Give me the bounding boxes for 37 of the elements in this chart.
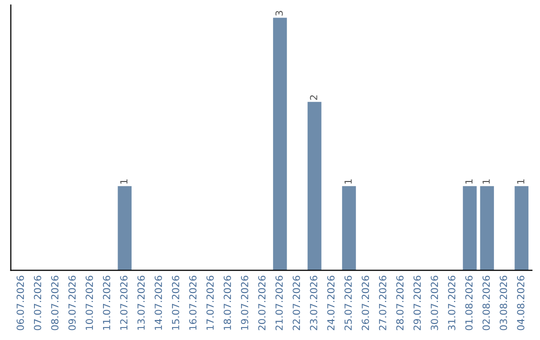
x-tick-label: 19.07.2026 [240,276,248,330]
x-tick-label: 10.07.2026 [86,276,93,330]
x-tick-label: 06.07.2026 [16,276,24,330]
x-tick-label: 15.07.2026 [172,276,180,330]
x-tick-label: 24.07.2026 [327,276,335,330]
x-tick-label: 03.08.2026 [500,276,508,330]
x-tick-label: 20.07.2026 [258,276,266,330]
x-tick-label: 12.07.2026 [120,276,128,330]
data-label: 1 [482,179,490,184]
x-tick-label: 25.07.2026 [344,276,352,330]
x-tick-label: 08.07.2026 [51,276,58,330]
data-label: 2 [310,95,318,100]
x-tick-label: 28.07.2026 [396,276,404,330]
x-tick-label: 27.07.2026 [378,276,386,330]
x-tick-label: 18.07.2026 [224,276,232,330]
x-tick-label: 11.07.2026 [102,276,110,330]
x-tick-label: 02.08.2026 [482,276,490,330]
x-tick-label: 29.07.2026 [413,276,421,330]
x-tick-label: 04.08.2026 [517,276,524,330]
x-tick-label: 14.07.2026 [154,276,162,330]
x-tick-label: 26.07.2026 [362,276,370,330]
x-tick-label: 13.07.2026 [137,276,145,330]
x-tick-label: 01.08.2026 [465,276,473,330]
x-tick-label: 31.07.2026 [448,276,456,330]
x-tick-label: 22.07.2026 [292,276,300,330]
x-tick-label: 21.07.2026 [275,276,283,330]
x-tick-label: 16.07.2026 [189,276,197,330]
data-label: 1 [344,179,352,184]
x-tick-label: 07.07.2026 [34,276,42,330]
data-label: 1 [465,179,472,184]
x-tick-label: 17.07.2026 [206,276,214,330]
x-tick-label: 23.07.2026 [310,276,318,330]
data-label: 1 [120,179,128,184]
data-label: 3 [275,10,283,16]
x-tick-label: 09.07.2026 [68,276,76,330]
x-tick-label: 30.07.2026 [430,276,438,330]
data-label: 1 [517,179,524,184]
